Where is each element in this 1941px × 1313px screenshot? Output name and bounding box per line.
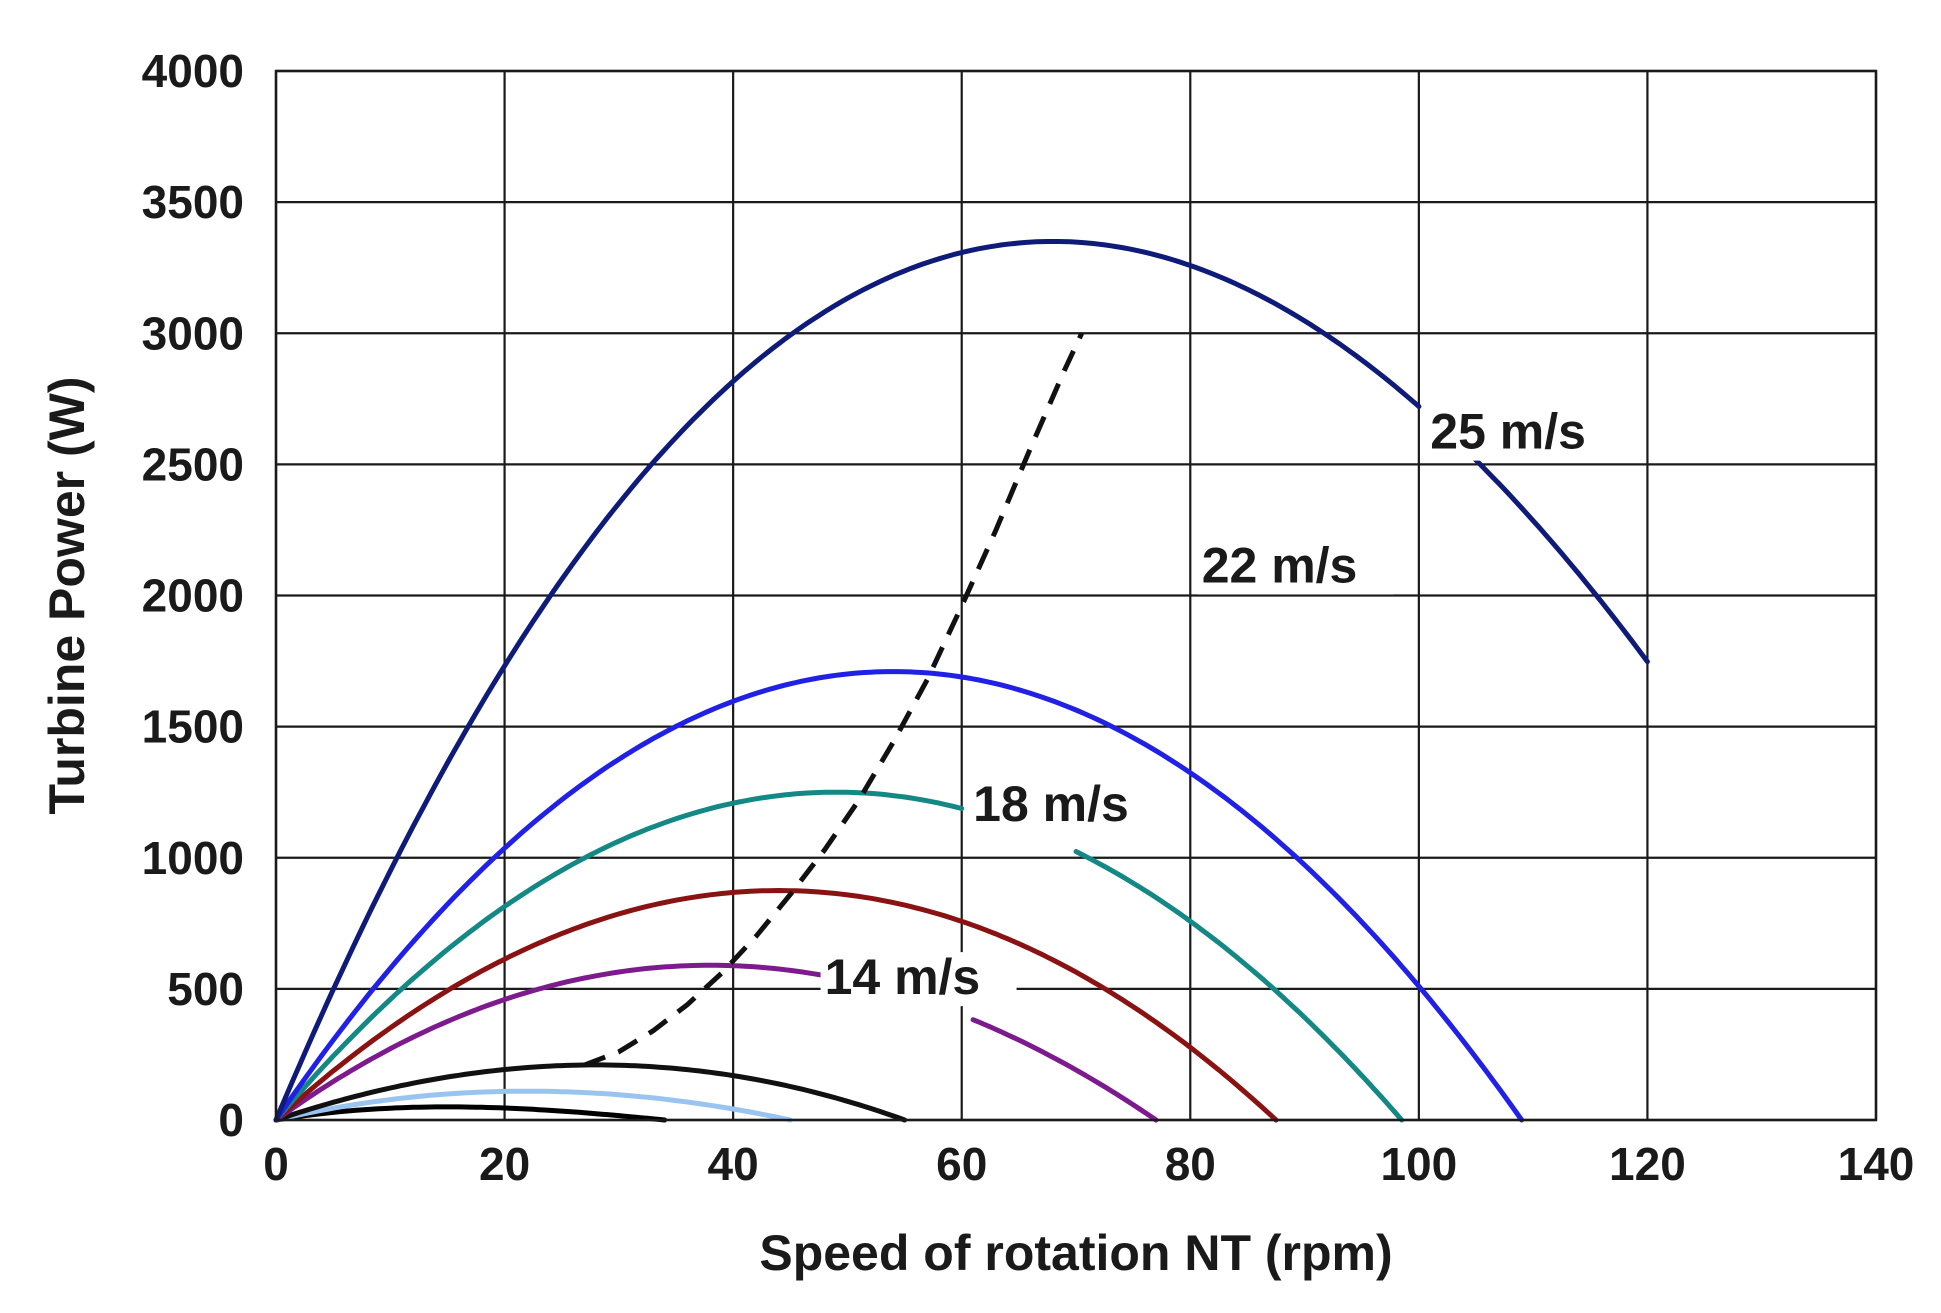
annotation-backing: [1426, 406, 1623, 461]
power-curve-7: [273, 669, 1525, 1123]
y-tick-label: 2500: [142, 438, 244, 490]
y-tick-label: 2000: [142, 570, 244, 622]
plot-frame: [274, 69, 1878, 1122]
y-tick-label: 500: [167, 963, 244, 1015]
annotation-backing: [820, 952, 1017, 1007]
y-tick-label: 4000: [142, 45, 244, 97]
power-curve-6: [1073, 849, 1405, 1123]
y-tick-label: 1000: [142, 832, 244, 884]
curve-annotation-1: 22 m/s: [1202, 537, 1358, 593]
x-tick-label: 0: [263, 1138, 289, 1190]
series-layer: [273, 239, 1650, 1123]
curve-annotation-3: 14 m/s: [825, 949, 981, 1005]
x-tick-label: 40: [708, 1138, 759, 1190]
y-tick-labels: 0 500 1000 1500 2000 2500 3000 3500 4000: [142, 45, 244, 1146]
x-tick-label: 100: [1380, 1138, 1457, 1190]
curve-annotation-0: 25 m/s: [1430, 404, 1586, 460]
x-tick-labels: 0 20 40 60 80 100 120 140: [263, 1138, 1914, 1190]
annotation-backing: [969, 779, 1166, 834]
y-axis-title: Turbine Power (W): [39, 377, 95, 815]
curve-annotation-2: 18 m/s: [973, 776, 1129, 832]
x-tick-label: 60: [936, 1138, 987, 1190]
x-tick-label: 120: [1609, 1138, 1686, 1190]
max-power-curve: [583, 332, 1084, 1068]
power-curve-0: [273, 1104, 668, 1123]
label-layer: 25 m/s 22 m/s 18 m/s 14 m/s: [820, 404, 1623, 1007]
y-tick-label: 3000: [142, 307, 244, 359]
x-tick-label: 140: [1838, 1138, 1915, 1190]
y-tick-label: 0: [218, 1094, 244, 1146]
power-curve-4: [273, 962, 828, 1123]
power-curve-1: [273, 1088, 793, 1123]
y-tick-label: 3500: [142, 176, 244, 228]
power-curve-5: [273, 887, 1279, 1123]
x-axis-title: Speed of rotation NT (rpm): [759, 1225, 1392, 1281]
annotation-backing: [1197, 540, 1394, 595]
y-tick-label: 1500: [142, 701, 244, 753]
power-curve-9: [273, 239, 1422, 1123]
x-tick-label: 80: [1165, 1138, 1216, 1190]
power-curve-4: [970, 1017, 1159, 1123]
mpp-layer: [583, 332, 1084, 1068]
power-curve-9: [1450, 435, 1650, 665]
x-tick-label: 20: [479, 1138, 530, 1190]
power-curve-6: [273, 789, 965, 1123]
